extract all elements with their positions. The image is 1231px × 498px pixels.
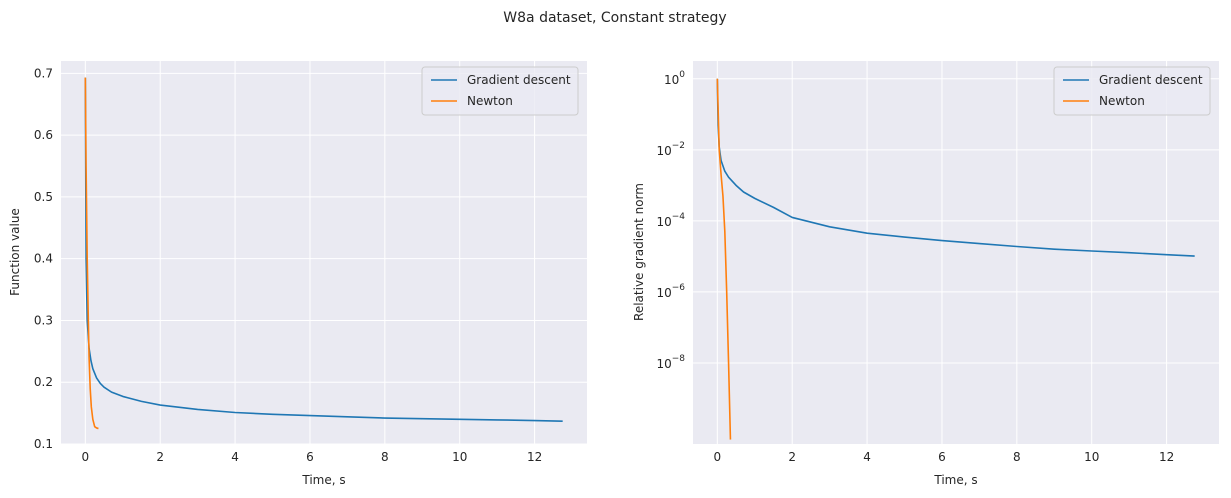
legend: Gradient descent Newton	[1053, 66, 1211, 116]
x-axis-label: Time, s	[301, 473, 345, 487]
y-tick-exponent: −4	[672, 212, 686, 222]
y-tick-base: 10	[656, 357, 671, 371]
legend-label-gradient-descent: Gradient descent	[1099, 73, 1203, 87]
series-lines	[84, 77, 563, 430]
y-tick-base: 10	[664, 73, 679, 87]
y-tick-exponent: −6	[672, 283, 686, 293]
function-value-plot: 0 2 4 6 8 10 12 0.10.20.30.40.50.60.7 Time, s …	[8, 61, 587, 487]
series-line-newton	[84, 77, 99, 430]
x-tick-labels: 0 2 4 6 8 10 12	[714, 450, 1175, 464]
x-tick-label: 2	[156, 450, 164, 464]
y-tick-label: −610	[656, 283, 685, 300]
grid	[693, 61, 1219, 444]
x-tick-label: 10	[452, 450, 467, 464]
x-tick-label: 6	[306, 450, 314, 464]
y-tick-labels: 0.1 0.2 0.3 0.4 0.5 0.6 0.7	[34, 66, 53, 451]
series-lines	[716, 78, 1195, 440]
y-axis-label: Function value	[8, 208, 22, 296]
y-tick-exponent: 0	[679, 70, 685, 80]
legend-label-newton: Newton	[467, 94, 513, 108]
y-tick-base: 10	[656, 144, 671, 158]
x-tick-label: 0	[82, 450, 90, 464]
legend: Gradient descent Newton	[421, 66, 579, 116]
x-tick-label: 10	[1084, 450, 1099, 464]
series-line-gradient-descent	[84, 77, 563, 422]
x-tick-label: 8	[1013, 450, 1021, 464]
y-tick-label: 0.6	[34, 128, 53, 142]
x-tick-labels: 0 2 4 6 8 10 12	[82, 450, 543, 464]
x-tick-label: 4	[863, 450, 871, 464]
y-tick-labels: 010−210−410−610−810	[656, 70, 685, 371]
y-tick-label: −410	[656, 212, 685, 229]
y-tick-label: 0.5	[34, 190, 53, 204]
x-tick-label: 0	[714, 450, 722, 464]
x-tick-label: 4	[231, 450, 239, 464]
series-line-newton	[716, 78, 732, 440]
figure-title: W8a dataset, Constant strategy	[503, 10, 726, 26]
y-tick-exponent: −8	[672, 354, 686, 364]
legend-label-newton: Newton	[1099, 94, 1145, 108]
y-tick-base: 10	[656, 286, 671, 300]
y-tick-label: −210	[656, 141, 685, 158]
legend-box	[1053, 66, 1211, 116]
y-tick-label: 0.4	[34, 252, 53, 266]
y-tick-label: −810	[656, 354, 685, 371]
series-line-gradient-descent	[716, 78, 1195, 257]
x-tick-label: 6	[938, 450, 946, 464]
y-tick-exponent: −2	[672, 141, 685, 151]
legend-label-gradient-descent: Gradient descent	[467, 73, 571, 87]
x-tick-label: 2	[788, 450, 796, 464]
y-tick-label: 0.1	[34, 437, 53, 451]
x-axis-label: Time, s	[933, 473, 977, 487]
plot-area	[61, 61, 587, 444]
y-tick-label: 0.3	[34, 313, 53, 327]
relative-gradient-norm-plot: 0 2 4 6 8 10 12 010−210−410−610−810 Time, s Re…	[632, 61, 1219, 487]
x-tick-label: 8	[381, 450, 389, 464]
y-tick-base: 10	[656, 215, 671, 229]
y-tick-label: 0.2	[34, 375, 53, 389]
y-axis-label: Relative gradient norm	[632, 183, 646, 321]
legend-box	[421, 66, 579, 116]
y-tick-label: 0.7	[34, 66, 53, 80]
x-tick-label: 12	[527, 450, 542, 464]
y-tick-label: 010	[664, 70, 685, 87]
x-tick-label: 12	[1159, 450, 1174, 464]
